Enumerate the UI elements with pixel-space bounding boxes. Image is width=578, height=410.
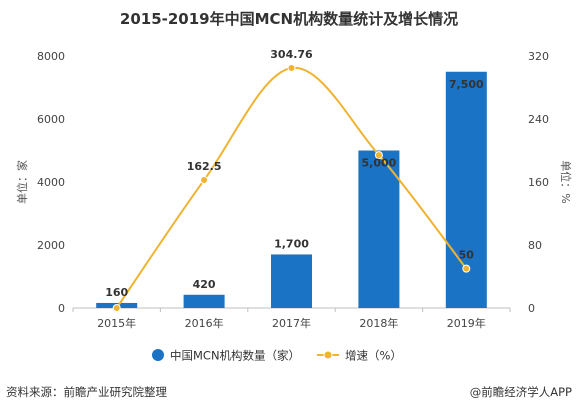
- data-labels: 160 420 1,700 5,000 7,500 162.5 304.76 50: [105, 48, 484, 299]
- y-left-axis-title: 单位：家: [15, 160, 29, 204]
- y-right-tick-label: 240: [528, 113, 549, 126]
- legend-bar-marker: [152, 349, 164, 361]
- legend-line-label: 增速（%）: [345, 349, 402, 363]
- bar: [358, 150, 400, 308]
- bar-value-label: 5,000: [362, 157, 397, 170]
- growth-value-label: 50: [459, 249, 475, 262]
- bar-value-label: 1,700: [274, 237, 309, 250]
- y-left-tick-label: 4000: [37, 176, 65, 189]
- y-right-axis-title: 单位：%: [559, 160, 573, 203]
- growth-point: [374, 151, 383, 160]
- line-series: [112, 64, 471, 312]
- growth-point: [287, 64, 296, 73]
- growth-value-label: 162.5: [187, 160, 222, 173]
- y-left-tick-label: 8000: [37, 50, 65, 63]
- y-left-tick-label: 2000: [37, 239, 65, 252]
- y-left-tick-label: 0: [58, 302, 65, 315]
- x-tick-label: 2018年: [359, 316, 398, 330]
- y-right-tick-label: 320: [528, 50, 549, 63]
- y-left-tick-label: 6000: [37, 113, 65, 126]
- x-tick-label: 2015年: [97, 316, 136, 330]
- bar-value-label: 420: [193, 278, 216, 291]
- bar: [183, 294, 225, 308]
- y-right-tick-label: 160: [528, 176, 549, 189]
- x-tick-label: 2019年: [447, 316, 486, 330]
- y-right-tick-label: 80: [528, 239, 542, 252]
- legend-bar-label: 中国MCN机构数量（家）: [170, 349, 300, 363]
- bar-value-label: 160: [105, 286, 128, 299]
- x-tick-label: 2017年: [272, 316, 311, 330]
- brand-note: @前瞻经济学人APP: [469, 385, 572, 399]
- growth-value-label: 304.76: [270, 48, 313, 61]
- x-tick-label: 2016年: [185, 316, 224, 330]
- chart-title: 2015-2019年中国MCN机构数量统计及增长情况: [119, 10, 459, 28]
- legend: 中国MCN机构数量（家） 增速（%）: [152, 349, 402, 363]
- bar-value-label: 7,500: [449, 78, 484, 91]
- growth-point: [112, 304, 121, 312]
- growth-point: [200, 176, 209, 185]
- source-note: 资料来源：前瞻产业研究院整理: [6, 385, 167, 399]
- legend-line-dot: [323, 350, 333, 360]
- bar-series: [96, 71, 487, 308]
- y-right-tick-label: 0: [528, 302, 535, 315]
- growth-point: [462, 264, 471, 273]
- chart-axes: 2015年 2016年 2017年 2018年 2019年 0 2000 4000 6000 80…: [15, 50, 573, 330]
- bar: [271, 254, 312, 308]
